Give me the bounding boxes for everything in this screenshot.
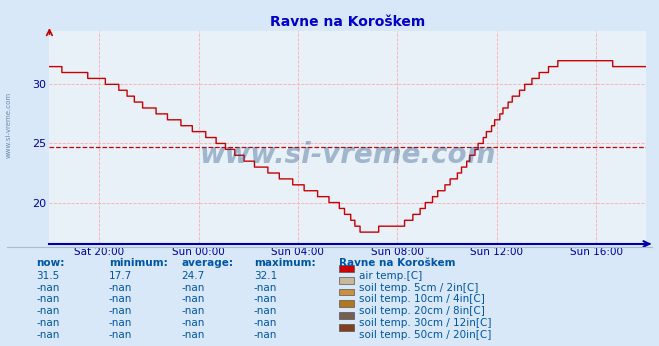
Text: -nan: -nan xyxy=(254,294,277,304)
Text: air temp.[C]: air temp.[C] xyxy=(359,271,422,281)
Text: -nan: -nan xyxy=(109,318,132,328)
Text: -nan: -nan xyxy=(254,330,277,340)
Text: -nan: -nan xyxy=(36,306,59,316)
Text: soil temp. 5cm / 2in[C]: soil temp. 5cm / 2in[C] xyxy=(359,283,478,293)
Text: 24.7: 24.7 xyxy=(181,271,204,281)
Text: average:: average: xyxy=(181,258,233,268)
Text: soil temp. 10cm / 4in[C]: soil temp. 10cm / 4in[C] xyxy=(359,294,485,304)
Text: -nan: -nan xyxy=(36,318,59,328)
Text: Ravne na Koroškem: Ravne na Koroškem xyxy=(339,258,456,268)
Text: 31.5: 31.5 xyxy=(36,271,59,281)
Title: Ravne na Koroškem: Ravne na Koroškem xyxy=(270,15,425,29)
Text: -nan: -nan xyxy=(181,294,204,304)
Text: -nan: -nan xyxy=(36,330,59,340)
Text: 32.1: 32.1 xyxy=(254,271,277,281)
Text: maximum:: maximum: xyxy=(254,258,316,268)
Text: www.si-vreme.com: www.si-vreme.com xyxy=(200,140,496,169)
Text: -nan: -nan xyxy=(181,318,204,328)
Text: soil temp. 50cm / 20in[C]: soil temp. 50cm / 20in[C] xyxy=(359,330,492,340)
Text: -nan: -nan xyxy=(254,283,277,293)
Text: -nan: -nan xyxy=(109,294,132,304)
Text: -nan: -nan xyxy=(109,306,132,316)
Text: -nan: -nan xyxy=(254,318,277,328)
Text: -nan: -nan xyxy=(36,283,59,293)
Text: -nan: -nan xyxy=(181,330,204,340)
Text: -nan: -nan xyxy=(109,283,132,293)
Text: -nan: -nan xyxy=(36,294,59,304)
Text: soil temp. 20cm / 8in[C]: soil temp. 20cm / 8in[C] xyxy=(359,306,485,316)
Text: -nan: -nan xyxy=(254,306,277,316)
Text: www.si-vreme.com: www.si-vreme.com xyxy=(5,91,11,158)
Text: now:: now: xyxy=(36,258,65,268)
Text: soil temp. 30cm / 12in[C]: soil temp. 30cm / 12in[C] xyxy=(359,318,492,328)
Text: minimum:: minimum: xyxy=(109,258,167,268)
Text: 17.7: 17.7 xyxy=(109,271,132,281)
Text: -nan: -nan xyxy=(181,283,204,293)
Text: -nan: -nan xyxy=(109,330,132,340)
Text: -nan: -nan xyxy=(181,306,204,316)
